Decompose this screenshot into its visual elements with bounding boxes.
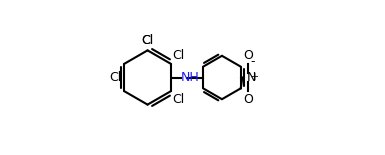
Text: O: O bbox=[243, 49, 253, 62]
Text: Cl: Cl bbox=[109, 71, 122, 84]
Text: Cl: Cl bbox=[172, 49, 185, 62]
Text: +: + bbox=[250, 72, 258, 82]
Text: O: O bbox=[243, 93, 253, 106]
Text: N: N bbox=[247, 71, 256, 84]
Text: -: - bbox=[251, 55, 255, 68]
Text: NH: NH bbox=[181, 71, 200, 84]
Text: Cl: Cl bbox=[141, 34, 154, 47]
Text: Cl: Cl bbox=[141, 34, 154, 47]
Text: Cl: Cl bbox=[172, 93, 185, 106]
